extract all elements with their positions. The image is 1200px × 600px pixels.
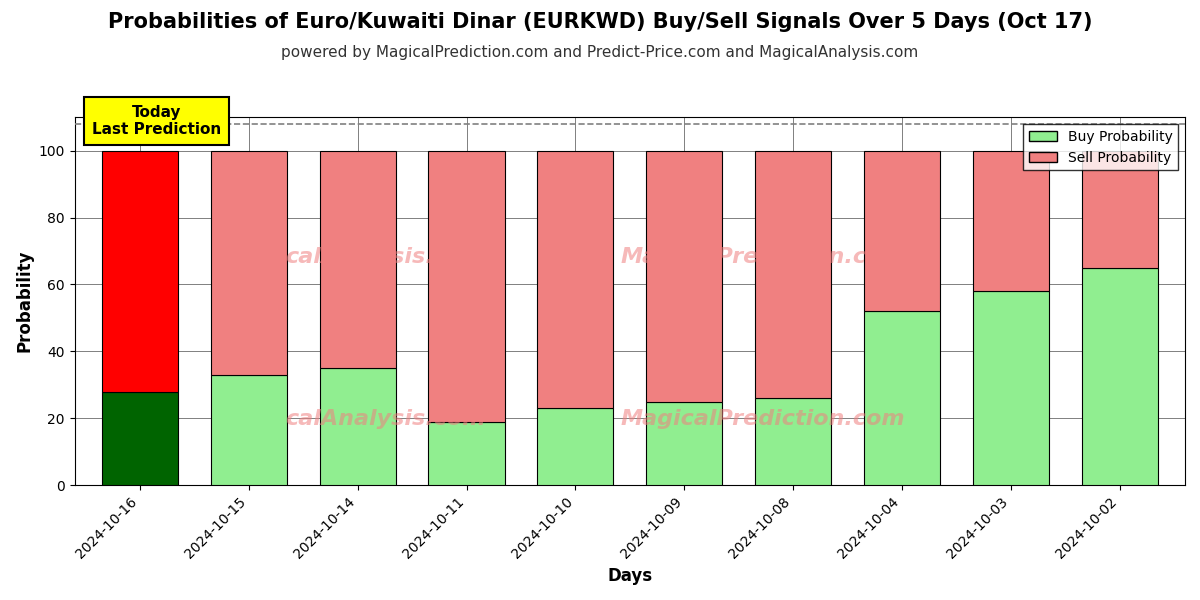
Bar <box>319 151 396 368</box>
Text: Probabilities of Euro/Kuwaiti Dinar (EURKWD) Buy/Sell Signals Over 5 Days (Oct 1: Probabilities of Euro/Kuwaiti Dinar (EUR… <box>108 12 1092 32</box>
X-axis label: Days: Days <box>607 567 653 585</box>
Text: Today
Last Prediction: Today Last Prediction <box>91 105 221 137</box>
Text: powered by MagicalPrediction.com and Predict-Price.com and MagicalAnalysis.com: powered by MagicalPrediction.com and Pre… <box>281 45 919 60</box>
Bar <box>755 398 832 485</box>
Text: MagicalPrediction.com: MagicalPrediction.com <box>620 247 905 267</box>
Bar <box>102 151 178 392</box>
Bar <box>428 151 505 422</box>
Bar <box>864 151 940 311</box>
Bar <box>973 151 1049 291</box>
Text: MagicalPrediction.com: MagicalPrediction.com <box>620 409 905 429</box>
Bar <box>211 375 287 485</box>
Bar <box>102 392 178 485</box>
Legend: Buy Probability, Sell Probability: Buy Probability, Sell Probability <box>1024 124 1178 170</box>
Bar <box>538 151 613 408</box>
Bar <box>538 408 613 485</box>
Bar <box>1081 268 1158 485</box>
Bar <box>864 311 940 485</box>
Bar <box>646 151 722 401</box>
Bar <box>755 151 832 398</box>
Bar <box>211 151 287 375</box>
Bar <box>973 291 1049 485</box>
Bar <box>1081 151 1158 268</box>
Bar <box>428 422 505 485</box>
Bar <box>319 368 396 485</box>
Y-axis label: Probability: Probability <box>16 250 34 352</box>
Text: calAnalysis.com: calAnalysis.com <box>286 247 486 267</box>
Bar <box>646 401 722 485</box>
Text: calAnalysis.com: calAnalysis.com <box>286 409 486 429</box>
